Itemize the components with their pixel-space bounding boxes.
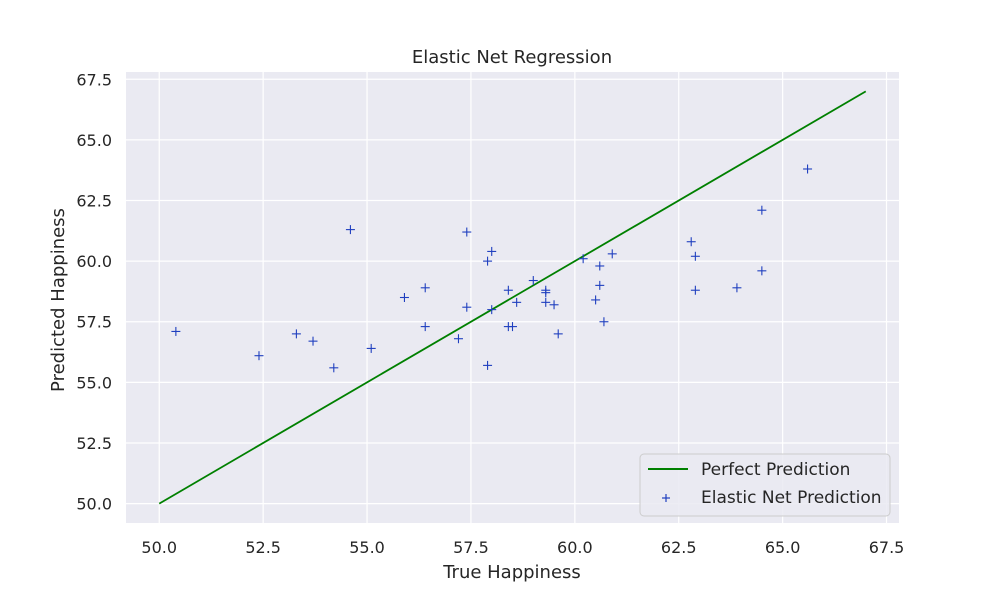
data-point	[549, 300, 559, 310]
elastic-net-prediction-series	[171, 164, 813, 373]
data-point	[420, 322, 430, 332]
data-point	[541, 297, 551, 307]
data-point	[690, 251, 700, 261]
x-tick-label: 67.5	[869, 538, 905, 557]
legend-box	[639, 453, 891, 517]
data-point	[803, 164, 813, 174]
y-tick-label: 60.0	[76, 252, 112, 271]
data-point	[607, 249, 617, 259]
data-point	[487, 246, 497, 256]
grid-lines	[126, 72, 899, 523]
data-point	[483, 256, 493, 266]
x-tick-labels: 50.0 52.5 55.0 57.5 60.0 62.5 65.0 67.5	[141, 538, 904, 557]
perfect-prediction-series	[158, 90, 867, 505]
data-point	[528, 276, 538, 286]
chart-title: Elastic Net Regression	[412, 47, 612, 68]
legend-label-elastic-net-prediction: Elastic Net Prediction	[701, 488, 882, 508]
data-point	[329, 363, 339, 373]
x-tick-label: 65.0	[765, 538, 801, 557]
legend-label-perfect-prediction: Perfect Prediction	[701, 460, 850, 480]
data-point	[291, 329, 301, 339]
data-point	[686, 237, 696, 247]
x-tick-label: 52.5	[245, 538, 281, 557]
data-point	[483, 360, 493, 370]
data-point	[599, 317, 609, 327]
data-point	[553, 329, 563, 339]
data-point	[595, 261, 605, 271]
y-tick-label: 62.5	[76, 192, 112, 211]
y-tick-label: 52.5	[76, 434, 112, 453]
data-point	[591, 295, 601, 305]
y-tick-label: 50.0	[76, 495, 112, 514]
data-point	[508, 322, 517, 332]
x-tick-label: 55.0	[349, 538, 385, 557]
data-point	[503, 285, 513, 295]
x-tick-label: 60.0	[557, 538, 593, 557]
y-axis-label: Predicted Happiness	[48, 208, 69, 392]
data-point	[578, 254, 588, 264]
x-tick-label: 62.5	[661, 538, 697, 557]
y-tick-label: 65.0	[76, 131, 112, 150]
data-point	[453, 334, 463, 344]
x-tick-label: 57.5	[453, 538, 489, 557]
data-point	[366, 343, 376, 353]
legend: Perfect Prediction Elastic Net Predictio…	[639, 453, 891, 517]
data-point	[757, 266, 767, 276]
x-tick-label: 50.0	[141, 538, 177, 557]
data-point	[512, 297, 522, 307]
data-point	[254, 351, 264, 361]
data-point	[757, 205, 767, 215]
data-point	[171, 326, 181, 336]
data-point	[420, 283, 430, 293]
data-point	[462, 302, 472, 312]
data-point	[345, 225, 355, 235]
data-point	[732, 283, 742, 293]
data-point	[541, 285, 551, 295]
data-point	[462, 227, 472, 237]
data-point	[399, 293, 409, 302]
legend-marker-swatch	[662, 494, 670, 502]
y-tick-label: 57.5	[76, 313, 112, 332]
y-tick-label: 67.5	[76, 70, 112, 89]
perfect-prediction-line	[158, 90, 867, 505]
y-tick-label: 55.0	[76, 373, 112, 392]
x-axis-label: True Happiness	[442, 562, 581, 583]
data-point	[595, 280, 605, 290]
data-point	[690, 285, 700, 295]
y-tick-labels: 50.0 52.5 55.0 57.5 60.0 62.5 65.0 67.5	[76, 70, 112, 513]
data-point	[308, 336, 318, 346]
data-point	[487, 305, 497, 315]
